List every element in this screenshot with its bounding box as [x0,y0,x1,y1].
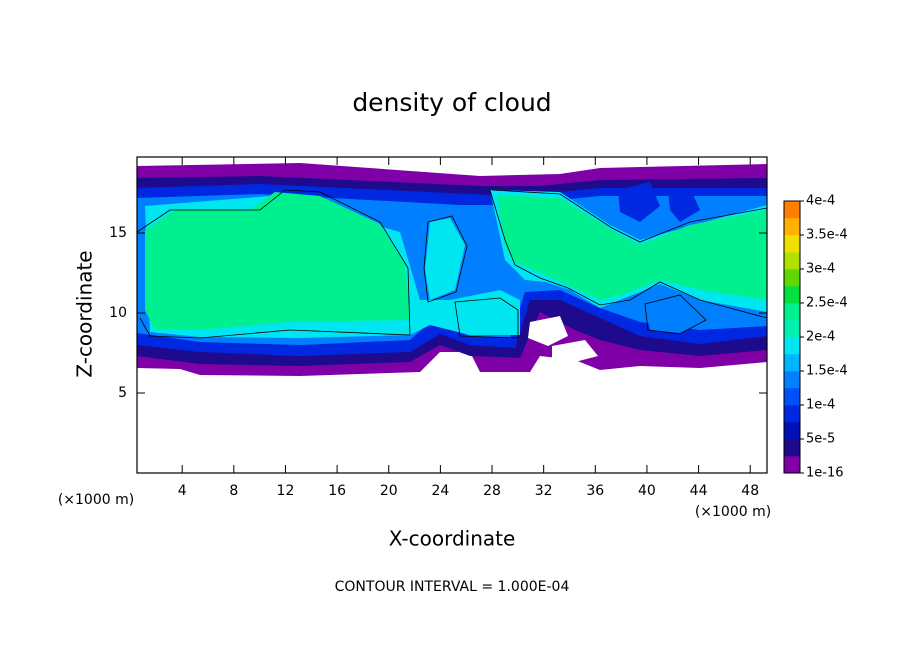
y-axis-label: Z-coordinate [73,250,97,377]
colorbar-swatch [784,371,800,389]
x-axis-label: X-coordinate [389,527,516,551]
x-tick-label: 16 [328,483,346,499]
y-tick-label: 15 [109,225,127,241]
colorbar-swatch [784,388,800,406]
contour-line [423,215,468,303]
colorbar-label: 2e-4 [806,330,835,345]
colorbar-swatch [784,456,800,474]
contour-region [497,195,767,300]
contour-hole [528,316,568,346]
colorbar-swatch [784,269,800,287]
colorbar-swatch [784,405,800,423]
colorbar-swatch [784,303,800,321]
x-tick-label: 4 [178,483,187,499]
plot-frame [136,156,768,474]
colorbar-swatch [784,252,800,270]
contour-region [645,296,705,333]
x-tick-label: 36 [586,483,604,499]
x-tick-label: 48 [741,483,759,499]
contour-line [454,297,519,339]
contour-line [489,189,768,319]
x-unit: (×1000 m) [695,504,771,520]
x-tick-label: 44 [690,483,708,499]
contour-region [425,218,465,300]
contour-region [618,182,660,222]
colorbar-swatch [784,201,800,219]
colorbar-swatch [784,235,800,253]
colorbar-swatch [784,286,800,304]
chart-title: density of cloud [352,88,551,117]
colorbar-swatch [784,439,800,457]
contour-line [491,189,768,243]
colorbar-label: 5e-5 [806,432,835,447]
y-unit: (×1000 m) [58,492,134,508]
x-tick-label: 20 [380,483,398,499]
x-tick-label: 40 [638,483,656,499]
colorbar-label: 3e-4 [806,262,835,277]
colorbar-label: 4e-4 [806,194,835,209]
contour-region [668,188,700,222]
x-tick-label: 8 [229,483,238,499]
contour-region [145,192,410,330]
colorbar-label: 1e-16 [806,466,844,481]
footer: CONTOUR INTERVAL = 1.000E-04 [335,579,570,595]
y-tick-label: 10 [109,305,127,321]
colorbar-swatch [784,320,800,338]
x-tick-label: 24 [431,483,449,499]
x-tick-label: 32 [535,483,553,499]
colorbar-label: 1.5e-4 [806,364,848,379]
colorbar-swatch [784,354,800,372]
colorbar-label: 3.5e-4 [806,228,848,243]
colorbar-swatch [784,218,800,236]
colorbar-label: 1e-4 [806,398,835,413]
y-tick-label: 5 [118,385,127,401]
colorbar-swatch [784,337,800,355]
colorbar-label: 2.5e-4 [806,296,848,311]
x-tick-label: 28 [483,483,501,499]
contour-line [644,294,707,335]
colorbar-swatch [784,422,800,440]
contour-hole [552,340,598,362]
contour-line [136,189,411,339]
x-tick-label: 12 [277,483,295,499]
